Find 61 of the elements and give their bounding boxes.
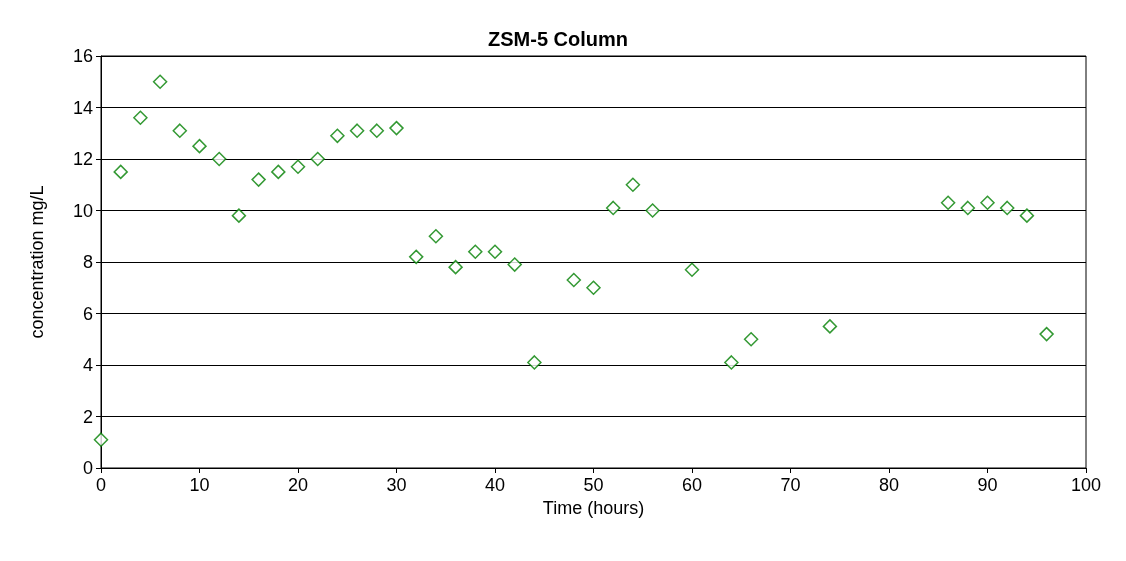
point [822, 319, 838, 334]
y-tick-label: 2 [82, 406, 93, 427]
point [448, 259, 463, 275]
point [271, 164, 286, 180]
point [133, 110, 148, 126]
x-tick-label: 30 [386, 475, 407, 495]
x-tick-label: 10 [189, 475, 210, 495]
point [684, 262, 700, 277]
point [1019, 208, 1035, 223]
x-tick-label: 90 [977, 475, 998, 495]
x-tick-label: 60 [681, 475, 703, 495]
x-tick-label: 0 [95, 475, 107, 495]
y-tick-label: 6 [82, 303, 93, 324]
point [566, 272, 582, 288]
y-tick-label: 10 [72, 200, 93, 221]
y-tick-label: 14 [72, 97, 93, 118]
point [940, 195, 956, 211]
point [290, 159, 306, 174]
y-tick-label: 8 [82, 252, 93, 272]
point [369, 123, 385, 138]
point [349, 123, 365, 138]
x-tick-label: 50 [583, 475, 604, 495]
point [586, 280, 601, 295]
point [527, 355, 542, 370]
x-tick-label: 80 [878, 475, 900, 495]
point [605, 200, 621, 216]
point [743, 332, 759, 347]
point [960, 200, 976, 216]
point [231, 208, 247, 223]
point [468, 244, 483, 259]
point [152, 74, 168, 89]
y-tick-label: 4 [82, 355, 93, 375]
x-tick-label: 40 [484, 475, 506, 495]
point [113, 164, 128, 180]
point [428, 229, 444, 244]
point [389, 120, 404, 136]
point [93, 432, 109, 447]
x-axis-title: Time (hours) [542, 497, 645, 518]
point [507, 257, 522, 272]
point [192, 138, 207, 154]
point [211, 151, 227, 167]
y-tick-label: 0 [82, 458, 93, 478]
point [625, 177, 641, 192]
point [408, 249, 424, 265]
chart-title: ZSM-5 Column [488, 28, 628, 50]
x-tick-label: 70 [780, 475, 801, 495]
x-tick-label: 20 [287, 475, 309, 495]
point [980, 195, 995, 211]
point [251, 172, 266, 187]
point [999, 200, 1015, 216]
point [1039, 326, 1054, 342]
y-tick-label: 16 [72, 46, 93, 66]
point [487, 244, 503, 259]
point [645, 203, 660, 218]
x-tick-label: 100 [1070, 475, 1102, 495]
y-axis-title: concentration mg/L [27, 185, 47, 339]
point [310, 151, 325, 167]
point [330, 128, 345, 144]
point [172, 123, 188, 138]
y-tick-label: 12 [72, 149, 93, 169]
point [724, 355, 739, 370]
